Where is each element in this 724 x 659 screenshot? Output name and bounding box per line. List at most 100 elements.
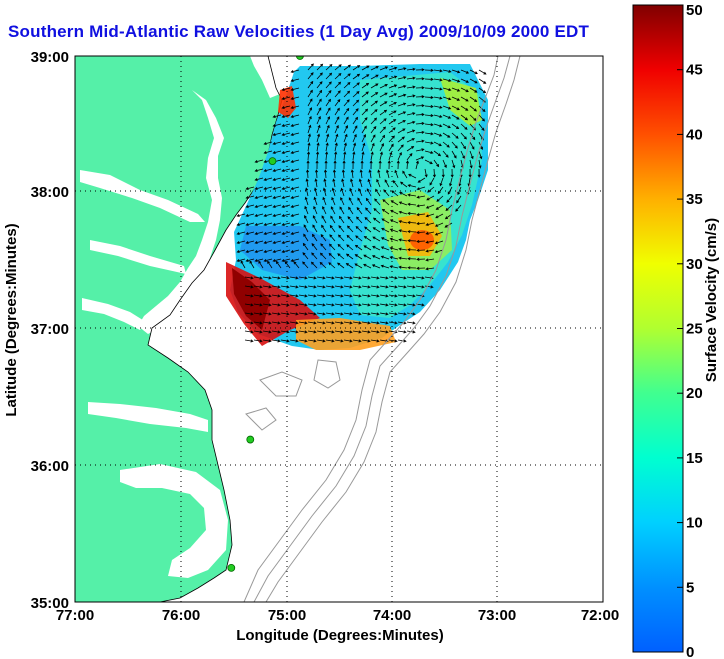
velocity-arrow bbox=[478, 105, 486, 112]
velocity-arrow bbox=[316, 303, 326, 307]
velocity-arrow bbox=[343, 303, 353, 307]
map-grid bbox=[75, 56, 603, 602]
velocity-arrow bbox=[379, 75, 389, 80]
velocity-arrow bbox=[361, 91, 369, 98]
velocity-arrow bbox=[302, 242, 309, 251]
velocity-arrow bbox=[272, 132, 282, 136]
velocity-arrow bbox=[398, 265, 408, 269]
velocity-arrow bbox=[328, 243, 336, 251]
velocity-arrow bbox=[272, 204, 282, 208]
velocity-arrow bbox=[334, 151, 338, 161]
velocity-arrow bbox=[435, 213, 444, 219]
x-axis-label: Longitude (Degrees:Minutes) bbox=[236, 627, 444, 644]
velocity-arrow bbox=[460, 150, 465, 160]
velocity-arrow bbox=[361, 285, 371, 289]
velocity-arrow bbox=[460, 69, 470, 74]
velocity-arrow bbox=[392, 180, 399, 188]
velocity-arrow bbox=[370, 151, 374, 161]
velocity-arrow bbox=[281, 132, 291, 136]
velocity-arrow bbox=[388, 339, 398, 343]
velocity-arrow bbox=[425, 222, 435, 227]
velocity-arrow bbox=[398, 247, 408, 251]
colorbar-tick-label: 15 bbox=[686, 450, 703, 467]
velocity-arrow bbox=[316, 330, 326, 334]
velocity-arrow bbox=[334, 330, 344, 334]
colorbar-tick-label: 20 bbox=[686, 385, 703, 402]
velocity-arrow bbox=[289, 330, 299, 334]
velocity-arrow bbox=[416, 186, 426, 191]
velocity-arrow bbox=[354, 263, 363, 269]
velocity-arrow bbox=[325, 63, 333, 71]
velocity-arrow bbox=[376, 178, 381, 188]
velocity-arrow bbox=[426, 195, 435, 201]
x-tick-label: 77:00 bbox=[56, 607, 94, 624]
colorbar-tick-label: 5 bbox=[686, 579, 694, 596]
velocity-arrow bbox=[254, 168, 264, 172]
velocity-arrow bbox=[396, 160, 400, 170]
velocity-arrow bbox=[330, 215, 336, 224]
velocity-arrow bbox=[372, 236, 381, 242]
velocity-arrow bbox=[445, 204, 453, 211]
velocity-arrow bbox=[271, 330, 281, 334]
velocity-arrow bbox=[345, 253, 354, 260]
velocity-arrow bbox=[325, 312, 335, 316]
velocity-arrow bbox=[289, 276, 299, 280]
velocity-arrow bbox=[370, 142, 375, 152]
velocity-arrow bbox=[347, 216, 354, 224]
velocity-arrow bbox=[416, 195, 426, 199]
y-tick-label: 36:00 bbox=[31, 458, 69, 475]
velocity-arrow bbox=[434, 249, 444, 254]
velocity-arrow bbox=[271, 321, 281, 325]
velocity-arrow bbox=[325, 81, 332, 89]
velocity-arrow bbox=[352, 82, 360, 89]
velocity-arrow bbox=[272, 195, 282, 199]
velocity-arrow bbox=[361, 276, 371, 280]
velocity-arrow bbox=[361, 74, 370, 80]
velocity-arrow bbox=[397, 120, 406, 125]
velocity-arrow bbox=[406, 112, 416, 116]
velocity-arrow bbox=[290, 177, 300, 181]
colorbar-tick-label: 40 bbox=[686, 126, 703, 143]
velocity-arrow bbox=[350, 178, 354, 188]
velocity-arrow bbox=[379, 126, 386, 134]
velocity-arrow bbox=[407, 221, 417, 225]
velocity-arrow bbox=[460, 114, 469, 121]
velocity-arrow bbox=[236, 222, 246, 226]
velocity-arrow bbox=[370, 65, 379, 71]
velocity-arrow bbox=[397, 93, 407, 98]
velocity-arrow bbox=[424, 86, 434, 90]
velocity-arrow bbox=[272, 186, 282, 190]
velocity-arrow bbox=[302, 252, 309, 260]
velocity-arrow bbox=[352, 133, 357, 143]
velocity-arrow bbox=[304, 205, 309, 215]
velocity-arrow bbox=[370, 74, 379, 80]
velocity-arrow bbox=[272, 177, 282, 181]
velocity-arrow bbox=[290, 132, 300, 136]
velocity-arrow bbox=[424, 285, 434, 289]
velocity-arrow bbox=[407, 193, 417, 197]
velocity-arrow bbox=[254, 213, 264, 217]
velocity-arrow bbox=[441, 168, 445, 178]
velocity-arrow bbox=[424, 113, 434, 118]
colorbar-tick-label: 50 bbox=[686, 2, 703, 19]
velocity-arrow bbox=[442, 132, 451, 138]
velocity-arrow bbox=[416, 222, 426, 226]
velocity-arrow bbox=[361, 134, 367, 143]
velocity-arrow bbox=[477, 168, 481, 178]
velocity-arrow bbox=[307, 142, 311, 152]
velocity-arrow bbox=[325, 72, 333, 80]
velocity-arrow bbox=[290, 186, 300, 190]
velocity-arrow bbox=[281, 141, 291, 145]
velocity-arrow bbox=[415, 68, 425, 72]
velocity-arrow bbox=[451, 105, 460, 111]
velocity-arrow bbox=[406, 76, 416, 80]
velocity-arrow bbox=[319, 261, 327, 269]
velocity-arrow bbox=[363, 254, 372, 260]
velocity-arrow bbox=[304, 215, 309, 224]
velocity-arrow bbox=[406, 312, 416, 316]
velocity-arrow bbox=[254, 195, 264, 199]
velocity-arrow bbox=[460, 96, 469, 102]
velocity-arrow bbox=[424, 68, 434, 72]
velocity-arrow bbox=[334, 72, 342, 80]
